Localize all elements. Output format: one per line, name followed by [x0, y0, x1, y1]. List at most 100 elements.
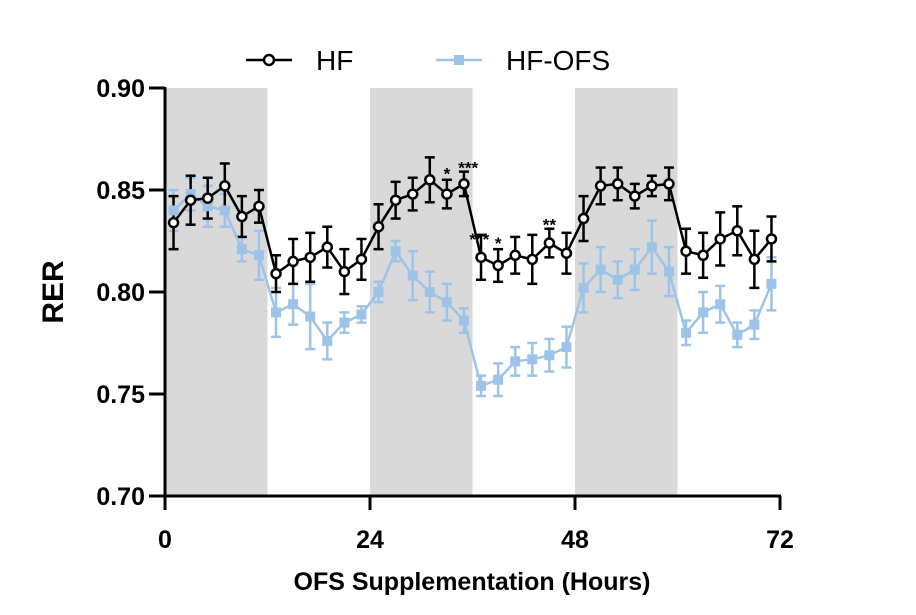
series-lines — [172, 178, 773, 388]
hf-ofs-point — [202, 201, 213, 212]
tick-labels: 0.70 0.75 0.80 0.85 0.90 0 24 48 72 — [96, 75, 794, 554]
hf-ofs-point — [322, 335, 333, 346]
hf-point — [697, 249, 709, 262]
significance-marker-4: ** — [543, 216, 557, 235]
hf-ofs-point — [766, 278, 777, 289]
hf-ofs-point — [646, 242, 657, 253]
hf-ofs-point — [681, 327, 692, 338]
hf-ofs-point — [476, 380, 487, 391]
series-markers — [167, 174, 778, 391]
hf-point — [748, 253, 761, 266]
hf-point — [201, 192, 214, 204]
hf-ofs-point — [732, 329, 743, 340]
significance-marker-1: *** — [458, 159, 478, 178]
hf-point — [492, 259, 504, 272]
hf-point — [253, 200, 265, 213]
hf-ofs-point — [458, 315, 469, 326]
hf-ofs-point — [253, 250, 264, 261]
y-tick-label-2: 0.80 — [96, 279, 145, 307]
hf-ofs-point — [544, 350, 555, 361]
hf-ofs-point — [578, 282, 589, 293]
legend-hf-ofs-label: HF-OFS — [506, 45, 610, 76]
legend-item-hf: HF — [246, 45, 353, 76]
hf-ofs-point — [715, 299, 726, 310]
hf-point — [372, 220, 385, 233]
hf-line — [172, 178, 773, 275]
dark-period-shading — [165, 88, 678, 496]
hf-point — [321, 241, 334, 253]
hf-point — [560, 247, 573, 259]
hf-point — [304, 251, 316, 264]
significance-marker-3: * — [495, 234, 502, 253]
x-tick-label-2: 48 — [561, 526, 589, 554]
hf-ofs-point — [561, 342, 572, 353]
hf-ofs-point — [612, 274, 623, 285]
axes — [149, 86, 782, 510]
legend-hf-label: HF — [316, 45, 353, 76]
hf-ofs-point — [219, 205, 230, 216]
hf-point — [287, 255, 299, 268]
hf-point — [680, 245, 692, 257]
hf-point — [646, 180, 658, 192]
hf-point — [611, 178, 624, 190]
y-tick-label-3: 0.85 — [96, 177, 145, 205]
hf-point — [526, 253, 539, 266]
hf-point — [458, 178, 470, 190]
hf-point — [338, 265, 351, 278]
y-tick-label-0: 0.70 — [96, 483, 145, 511]
hf-ofs-point — [407, 270, 418, 281]
hf-ofs-point — [339, 317, 350, 328]
hf-point — [577, 212, 590, 225]
y-tick-label-1: 0.75 — [96, 381, 145, 409]
hf-point — [441, 188, 453, 200]
x-tick-label-0: 0 — [158, 526, 172, 554]
hf-ofs-point — [288, 299, 299, 310]
y-axis-title: RER — [37, 260, 70, 324]
hf-ofs-point — [168, 205, 179, 216]
significance-annotations: * ****** *** — [444, 159, 557, 253]
significance-marker-2: *** — [469, 230, 489, 249]
hf-point — [389, 194, 402, 206]
hf-point — [765, 233, 778, 245]
hf-ofs-point — [424, 287, 435, 297]
hf-point — [406, 188, 419, 200]
legend: HF HF-OFS — [246, 45, 610, 76]
hf-point — [184, 194, 197, 206]
hf-point — [509, 249, 521, 262]
y-tick-label-4: 0.90 — [96, 75, 145, 103]
hf-ofs-point — [185, 189, 196, 200]
hf-ofs-point — [749, 319, 760, 330]
hf-ofs-point — [373, 287, 384, 297]
hf-ofs-point — [663, 266, 674, 277]
hf-ofs-point — [629, 264, 640, 275]
x-tick-label-3: 72 — [766, 526, 794, 554]
dark-period-2 — [575, 88, 678, 496]
hf-ofs-point — [356, 309, 367, 320]
hf-ofs-point — [441, 297, 452, 308]
legend-item-hf-ofs: HF-OFS — [436, 45, 610, 76]
hf-ofs-point — [698, 307, 709, 318]
hf-ofs-point — [271, 307, 282, 318]
hf-point — [594, 180, 607, 192]
legend-hf-marker — [262, 53, 276, 67]
hf-point — [475, 251, 487, 264]
hf-ofs-point — [510, 356, 521, 367]
hf-ofs-point — [595, 264, 606, 275]
dark-period-0 — [165, 88, 268, 496]
x-tick-label-1: 24 — [356, 526, 384, 554]
hf-ofs-point — [305, 311, 316, 322]
dark-period-1 — [370, 88, 473, 496]
significance-marker-0: * — [444, 165, 451, 184]
hf-point — [629, 190, 641, 202]
hf-point — [355, 253, 368, 266]
hf-point — [714, 233, 726, 245]
hf-ofs-point — [236, 244, 247, 255]
hf-point — [167, 216, 180, 229]
hf-ofs-point — [390, 246, 401, 257]
hf-point — [424, 174, 436, 186]
hf-ofs-line — [172, 192, 773, 388]
hf-point — [219, 180, 231, 192]
hf-point — [543, 237, 556, 249]
hf-point — [270, 267, 282, 280]
